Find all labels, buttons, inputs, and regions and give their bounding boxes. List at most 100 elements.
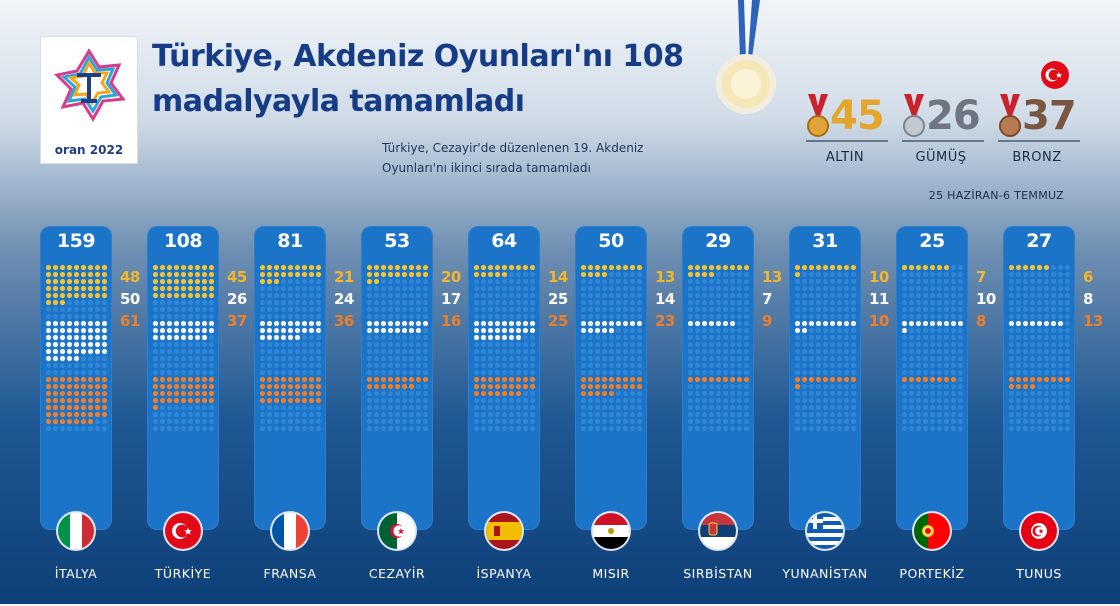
empty-dot <box>515 306 522 313</box>
bronze-medal-dot <box>45 411 52 418</box>
bronze-medal-dot <box>208 390 215 397</box>
empty-dot <box>701 362 708 369</box>
empty-dot <box>729 425 736 432</box>
empty-dot <box>266 362 273 369</box>
empty-dot <box>52 362 59 369</box>
silver-medal-dot <box>494 334 501 341</box>
empty-dot <box>366 369 373 376</box>
empty-dot <box>936 306 943 313</box>
bronze-medal-dot <box>173 390 180 397</box>
empty-dot <box>408 425 415 432</box>
empty-dot <box>487 313 494 320</box>
empty-dot <box>629 306 636 313</box>
empty-dot <box>743 362 750 369</box>
empty-dot <box>629 334 636 341</box>
empty-dot <box>480 278 487 285</box>
empty-dot <box>373 411 380 418</box>
empty-dot <box>822 278 829 285</box>
empty-dot <box>736 313 743 320</box>
empty-dot <box>701 369 708 376</box>
bronze-medal-dot <box>515 376 522 383</box>
gold-medal-dot <box>366 264 373 271</box>
empty-dot <box>936 355 943 362</box>
empty-dot <box>1064 418 1071 425</box>
empty-dot <box>622 362 629 369</box>
empty-dot <box>836 411 843 418</box>
empty-dot <box>308 425 315 432</box>
gold-medal-dot <box>915 264 922 271</box>
bronze-medal-dot <box>301 376 308 383</box>
gold-medal-dot <box>294 264 301 271</box>
empty-dot <box>201 362 208 369</box>
empty-dot <box>929 292 936 299</box>
empty-dot <box>494 306 501 313</box>
serbia-flag-icon <box>700 513 736 549</box>
empty-dot <box>615 404 622 411</box>
empty-dot <box>1043 285 1050 292</box>
gold-medal-dot <box>73 278 80 285</box>
empty-dot <box>957 341 964 348</box>
empty-dot <box>829 397 836 404</box>
bronze-medal-dot <box>473 376 480 383</box>
empty-dot <box>908 299 915 306</box>
empty-dot <box>836 369 843 376</box>
empty-dot <box>494 292 501 299</box>
empty-dot <box>522 334 529 341</box>
summary-bronze-value: 37 <box>1022 93 1077 139</box>
empty-dot <box>1050 341 1057 348</box>
gold-medal-dot <box>173 292 180 299</box>
empty-dot <box>708 383 715 390</box>
empty-dot <box>73 425 80 432</box>
empty-dot <box>822 418 829 425</box>
empty-dot <box>273 362 280 369</box>
empty-dot <box>936 313 943 320</box>
empty-dot <box>801 285 808 292</box>
empty-dot <box>473 306 480 313</box>
empty-dot <box>159 313 166 320</box>
empty-dot <box>694 306 701 313</box>
silver-medal-dot <box>94 348 101 355</box>
empty-dot <box>315 362 322 369</box>
empty-dot <box>1064 341 1071 348</box>
gold-medal-dot <box>94 271 101 278</box>
empty-dot <box>373 397 380 404</box>
silver-medal-dot <box>1043 320 1050 327</box>
gold-medal-dot <box>152 292 159 299</box>
empty-dot <box>308 313 315 320</box>
empty-dot <box>380 418 387 425</box>
empty-dot <box>801 425 808 432</box>
bronze-medal-dot <box>936 376 943 383</box>
empty-dot <box>943 292 950 299</box>
empty-dot <box>415 278 422 285</box>
empty-dot <box>794 355 801 362</box>
empty-dot <box>1008 334 1015 341</box>
empty-dot <box>1064 348 1071 355</box>
empty-dot <box>415 341 422 348</box>
silver-medal-dot <box>273 334 280 341</box>
empty-dot <box>508 278 515 285</box>
empty-dot <box>315 285 322 292</box>
country-column: 108 45 26 37 TÜRKİYE <box>147 226 257 606</box>
empty-dot <box>159 418 166 425</box>
bronze-medal-dot <box>52 397 59 404</box>
empty-dot <box>957 278 964 285</box>
silver-medal-dot <box>580 320 587 327</box>
empty-dot <box>594 362 601 369</box>
empty-dot <box>587 313 594 320</box>
empty-dot <box>915 292 922 299</box>
empty-dot <box>601 369 608 376</box>
empty-dot <box>808 292 815 299</box>
empty-dot <box>422 341 429 348</box>
silver-medal-dot <box>80 327 87 334</box>
silver-medal-dot <box>73 334 80 341</box>
empty-dot <box>266 369 273 376</box>
empty-dot <box>394 362 401 369</box>
empty-dot <box>387 348 394 355</box>
empty-dot <box>394 299 401 306</box>
empty-dot <box>80 313 87 320</box>
empty-dot <box>615 418 622 425</box>
bronze-medal-dot <box>473 390 480 397</box>
gold-medal-dot <box>273 264 280 271</box>
empty-dot <box>294 313 301 320</box>
empty-dot <box>850 397 857 404</box>
